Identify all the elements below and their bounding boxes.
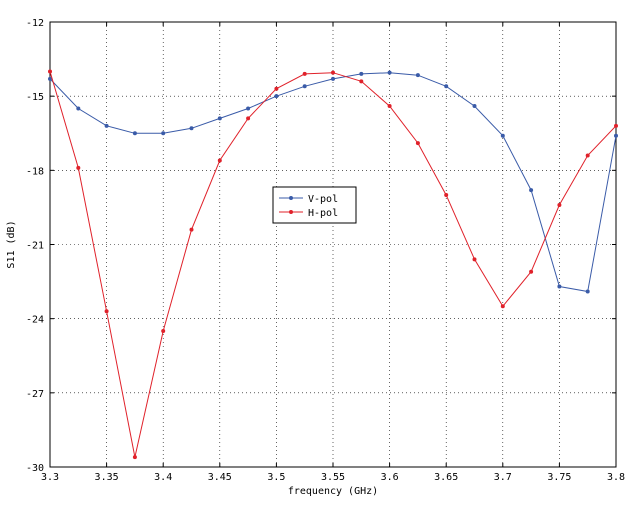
data-point-v-pol — [302, 84, 307, 89]
data-point-v-pol — [246, 106, 251, 111]
data-point-v-pol — [472, 104, 477, 109]
y-tick-label: -15 — [26, 92, 44, 103]
data-point-v-pol — [444, 84, 449, 89]
data-point-h-pol — [500, 304, 505, 309]
x-tick-label: 3.4 — [154, 472, 172, 483]
data-point-v-pol — [585, 289, 590, 294]
data-point-h-pol — [104, 309, 109, 314]
data-point-v-pol — [529, 188, 534, 193]
data-point-v-pol — [132, 131, 137, 136]
axis-ticks: 3.3 3.35 3.4 3.45 3.5 3.55 3.6 3.65 3.7 3.75 3.8 -3… — [26, 18, 625, 483]
data-point-v-pol — [274, 94, 279, 99]
data-point-h-pol — [387, 104, 392, 109]
data-point-h-pol — [274, 86, 279, 91]
data-point-h-pol — [48, 69, 52, 74]
data-point-v-pol — [415, 73, 420, 78]
x-tick-label: 3.45 — [208, 472, 232, 483]
series-layer — [48, 69, 618, 460]
data-point-h-pol — [161, 329, 166, 334]
y-axis-label: S11 (dB) — [6, 220, 17, 268]
legend-marker-v-pol — [289, 196, 293, 200]
data-point-h-pol — [132, 455, 137, 460]
data-point-h-pol — [415, 141, 420, 146]
y-tick-label: -24 — [26, 315, 44, 326]
y-tick-label: -30 — [26, 463, 44, 474]
data-point-h-pol — [557, 202, 562, 207]
data-point-h-pol — [359, 79, 364, 84]
data-point-h-pol — [217, 158, 222, 163]
x-tick-label: 3.35 — [95, 472, 119, 483]
data-point-h-pol — [444, 193, 449, 198]
data-point-v-pol — [217, 116, 222, 121]
data-point-v-pol — [104, 123, 109, 128]
legend-marker-h-pol — [289, 210, 293, 214]
series-h-pol — [48, 69, 618, 460]
data-point-h-pol — [472, 257, 477, 262]
series-v-pol — [48, 70, 618, 294]
data-point-h-pol — [614, 123, 618, 128]
data-point-h-pol — [189, 227, 194, 232]
x-tick-label: 3.65 — [434, 472, 458, 483]
data-point-h-pol — [529, 269, 534, 274]
data-point-v-pol — [614, 133, 618, 138]
data-point-h-pol — [331, 70, 335, 75]
y-tick-label: -21 — [26, 241, 44, 252]
y-tick-label: -18 — [26, 166, 44, 177]
data-point-h-pol — [246, 116, 251, 121]
x-axis-label: frequency (GHz) — [288, 486, 378, 497]
x-tick-label: 3.55 — [321, 472, 345, 483]
legend-label-h-pol: H-pol — [308, 208, 338, 219]
data-point-v-pol — [76, 106, 81, 111]
x-tick-label: 3.75 — [547, 472, 571, 483]
x-tick-label: 3.6 — [381, 472, 399, 483]
data-point-h-pol — [585, 153, 590, 158]
x-tick-label: 3.3 — [41, 472, 59, 483]
legend-label-v-pol: V-pol — [308, 194, 338, 205]
x-tick-label: 3.7 — [494, 472, 512, 483]
data-point-v-pol — [189, 126, 194, 131]
data-point-v-pol — [48, 76, 52, 81]
data-point-v-pol — [557, 284, 562, 289]
x-tick-label: 3.8 — [607, 472, 625, 483]
data-point-v-pol — [161, 131, 166, 136]
data-point-v-pol — [387, 70, 392, 75]
x-tick-label: 3.5 — [267, 472, 285, 483]
data-point-v-pol — [331, 76, 335, 81]
data-point-h-pol — [302, 71, 307, 76]
y-tick-label: -12 — [26, 18, 44, 29]
data-point-h-pol — [76, 165, 81, 170]
legend-box — [272, 186, 357, 224]
data-point-v-pol — [359, 71, 364, 76]
data-point-v-pol — [500, 133, 505, 138]
legend: V-pol H-pol — [272, 186, 357, 224]
y-tick-label: -27 — [26, 389, 44, 400]
